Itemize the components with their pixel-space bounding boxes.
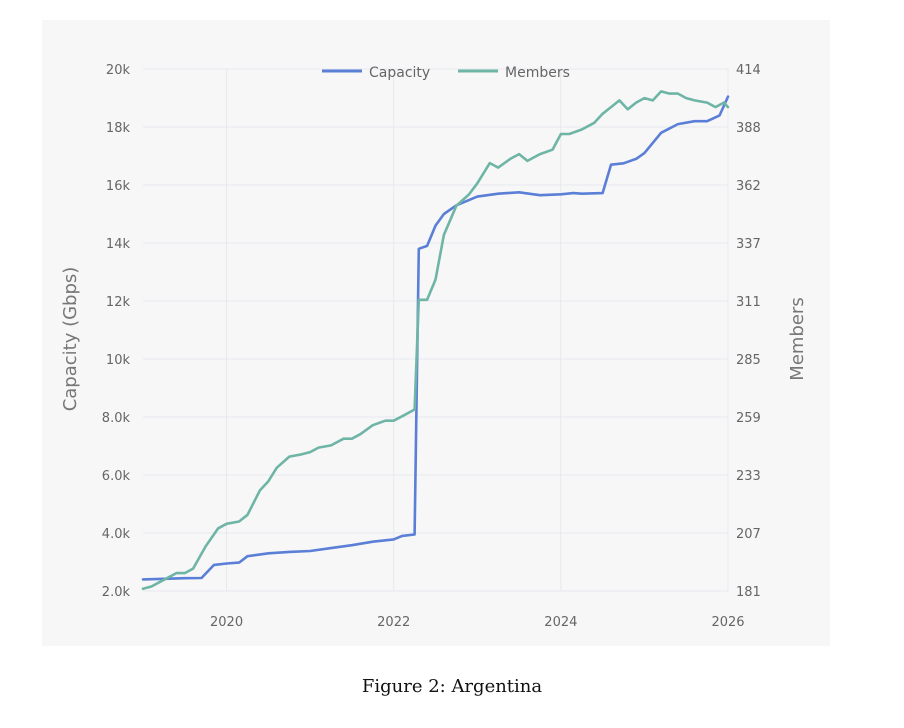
y-right-tick-label: 362 <box>736 179 761 194</box>
y-right-tick-label: 181 <box>736 585 761 600</box>
y-right-tick-label: 207 <box>736 527 761 542</box>
y-left-tick-label: 2.0k <box>102 585 131 600</box>
y-left-tick-label: 20k <box>106 63 131 78</box>
y-right-axis-ticks: 181 207 233 259 285 311 337 362 388 414 <box>736 63 761 600</box>
x-tick-label: 2026 <box>711 615 744 630</box>
y-right-tick-label: 259 <box>736 411 761 426</box>
legend-members-label: Members <box>505 65 570 81</box>
x-axis-ticks: 2020 2022 2024 2026 <box>210 615 745 630</box>
y-right-tick-label: 388 <box>736 121 761 136</box>
y-right-tick-label: 414 <box>736 63 761 78</box>
y-right-tick-label: 285 <box>736 353 761 368</box>
y-left-tick-label: 6.0k <box>102 469 131 484</box>
y-left-axis-ticks: 2.0k 4.0k 6.0k 8.0k 10k 12k 14k 16k 18k 20k <box>102 63 131 600</box>
legend: Capacity Members <box>322 65 570 81</box>
gridlines <box>143 68 729 592</box>
y-right-tick-label: 311 <box>736 295 761 310</box>
x-tick-label: 2024 <box>544 615 577 630</box>
x-tick-label: 2020 <box>210 615 243 630</box>
y-left-tick-label: 16k <box>106 179 131 194</box>
y-left-axis-title: Capacity (Gbps) <box>60 267 81 412</box>
y-left-tick-label: 10k <box>106 353 131 368</box>
y-left-tick-label: 12k <box>106 295 131 310</box>
y-right-tick-label: 233 <box>736 469 761 484</box>
series-line-members <box>141 90 730 591</box>
y-right-axis-title: Members <box>787 297 808 380</box>
y-right-tick-label: 337 <box>736 237 761 252</box>
chart-panel <box>42 20 830 646</box>
x-tick-label: 2022 <box>377 615 410 630</box>
figure-caption: Figure 2: Argentina <box>361 676 543 697</box>
y-left-tick-label: 14k <box>106 237 131 252</box>
y-left-tick-label: 4.0k <box>102 527 131 542</box>
y-left-tick-label: 18k <box>106 121 131 136</box>
series-lines <box>141 90 730 591</box>
y-left-tick-label: 8.0k <box>102 411 131 426</box>
legend-capacity-label: Capacity <box>369 65 430 81</box>
series-line-capacity <box>141 95 730 581</box>
